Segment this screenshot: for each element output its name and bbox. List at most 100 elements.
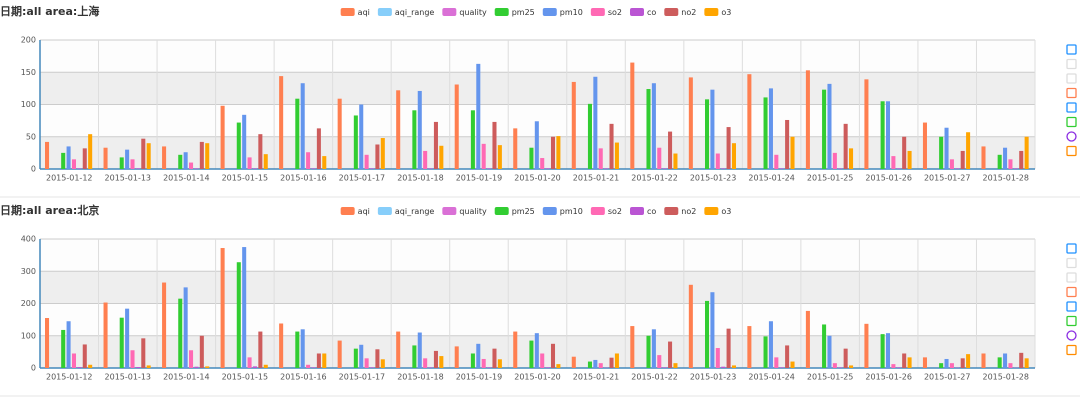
- bar: [130, 159, 135, 169]
- legend-item[interactable]: so2: [590, 207, 622, 216]
- bar: [529, 147, 534, 169]
- bar: [337, 340, 342, 368]
- bar: [135, 367, 140, 368]
- toolbox-icon[interactable]: [1066, 243, 1077, 254]
- bar: [880, 334, 885, 368]
- x-tick-label: 2015-01-28: [982, 174, 1029, 183]
- bar: [981, 353, 986, 368]
- bar: [263, 154, 268, 169]
- legend-item[interactable]: aqi: [340, 207, 370, 216]
- bar: [944, 358, 949, 368]
- bar: [66, 146, 71, 169]
- bar: [997, 154, 1002, 169]
- legend-item[interactable]: o3: [704, 8, 731, 17]
- legend-item[interactable]: co: [629, 207, 656, 216]
- bar: [550, 343, 556, 368]
- legend-item[interactable]: aqi_range: [377, 8, 435, 17]
- toolbox-icon[interactable]: [1066, 272, 1077, 283]
- bar: [141, 338, 146, 368]
- bar: [88, 134, 93, 169]
- bar: [263, 364, 268, 368]
- toolbox-icon[interactable]: [1066, 344, 1077, 356]
- legend-swatch: [629, 8, 644, 16]
- bar: [630, 62, 635, 170]
- bar: [1003, 147, 1008, 169]
- legend-swatch: [377, 8, 392, 16]
- bar: [939, 136, 944, 169]
- bar: [529, 340, 534, 368]
- x-tick-label: 2015-01-16: [280, 174, 327, 183]
- toolbox-icon[interactable]: [1066, 257, 1077, 269]
- bar: [1013, 168, 1018, 169]
- x-tick-label: 2015-01-23: [690, 373, 737, 382]
- toolbox-icon[interactable]: [1066, 116, 1077, 128]
- legend-item[interactable]: pm25: [494, 207, 535, 216]
- chart: 日期:all area:北京 0 100 200 300 400 2015-01-12 201…: [0, 203, 1080, 397]
- x-tick-label: 2015-01-19: [456, 174, 503, 183]
- bar: [370, 367, 375, 368]
- legend-text: aqi: [358, 8, 370, 17]
- legend-item[interactable]: o3: [704, 207, 731, 216]
- legend-item[interactable]: no2: [664, 8, 696, 17]
- y-tick-label: 200: [21, 299, 36, 308]
- x-tick-label: 2015-01-21: [573, 373, 620, 382]
- bar: [843, 123, 848, 169]
- bar: [651, 329, 656, 368]
- toolbox-icon[interactable]: [1066, 58, 1077, 70]
- bar: [194, 168, 199, 169]
- legend-item[interactable]: pm10: [542, 8, 583, 17]
- legend-item[interactable]: pm25: [494, 8, 535, 17]
- bar: [864, 323, 869, 368]
- toolbox-icon[interactable]: [1066, 315, 1077, 327]
- toolbox-icon[interactable]: [1066, 44, 1077, 55]
- bar: [353, 348, 358, 368]
- legend-swatch: [629, 207, 644, 215]
- legend-item[interactable]: aqi: [340, 8, 370, 17]
- bar: [710, 292, 715, 368]
- bar: [295, 331, 300, 368]
- bar: [997, 357, 1002, 368]
- bar: [492, 348, 497, 368]
- legend-item[interactable]: co: [629, 8, 656, 17]
- toolbox-icon[interactable]: [1066, 87, 1077, 99]
- bar: [571, 356, 576, 368]
- bar: [412, 345, 417, 368]
- x-tick-label: 2015-01-13: [105, 174, 152, 183]
- x-tick-label: 2015-01-14: [163, 373, 210, 382]
- toolbox-icon[interactable]: [1066, 102, 1077, 113]
- bar: [907, 150, 912, 169]
- bar: [252, 366, 257, 368]
- x-tick-label: 2015-01-22: [631, 174, 678, 183]
- bar: [593, 359, 598, 368]
- toolbox-icon[interactable]: [1066, 286, 1077, 298]
- legend-item[interactable]: pm10: [542, 207, 583, 216]
- bar: [220, 248, 225, 368]
- toolbox-icon[interactable]: [1066, 131, 1077, 142]
- bar: [902, 136, 907, 169]
- legend-item[interactable]: no2: [664, 207, 696, 216]
- bar: [849, 365, 854, 368]
- legend-swatch: [542, 8, 557, 16]
- toolbox-icon[interactable]: [1066, 330, 1077, 341]
- toolbox-icon[interactable]: [1066, 145, 1077, 157]
- legend-item[interactable]: quality: [442, 8, 487, 17]
- legend-item[interactable]: so2: [590, 8, 622, 17]
- legend-item[interactable]: aqi_range: [377, 207, 435, 216]
- x-tick-label: 2015-01-24: [748, 174, 795, 183]
- bar: [236, 122, 241, 169]
- legend-item[interactable]: quality: [442, 207, 487, 216]
- legend-text: o3: [721, 8, 731, 17]
- toolbox-icon[interactable]: [1066, 301, 1077, 312]
- legend-swatch: [340, 207, 355, 215]
- bar: [364, 358, 369, 368]
- toolbox-icon[interactable]: [1066, 73, 1077, 84]
- bar: [199, 141, 204, 169]
- bar: [849, 148, 854, 169]
- bar: [481, 358, 486, 368]
- legend-text: pm25: [512, 8, 535, 17]
- x-tick-label: 2015-01-15: [222, 174, 269, 183]
- bar: [487, 367, 492, 368]
- bar: [960, 358, 965, 368]
- bar: [359, 104, 364, 169]
- bar: [705, 99, 710, 169]
